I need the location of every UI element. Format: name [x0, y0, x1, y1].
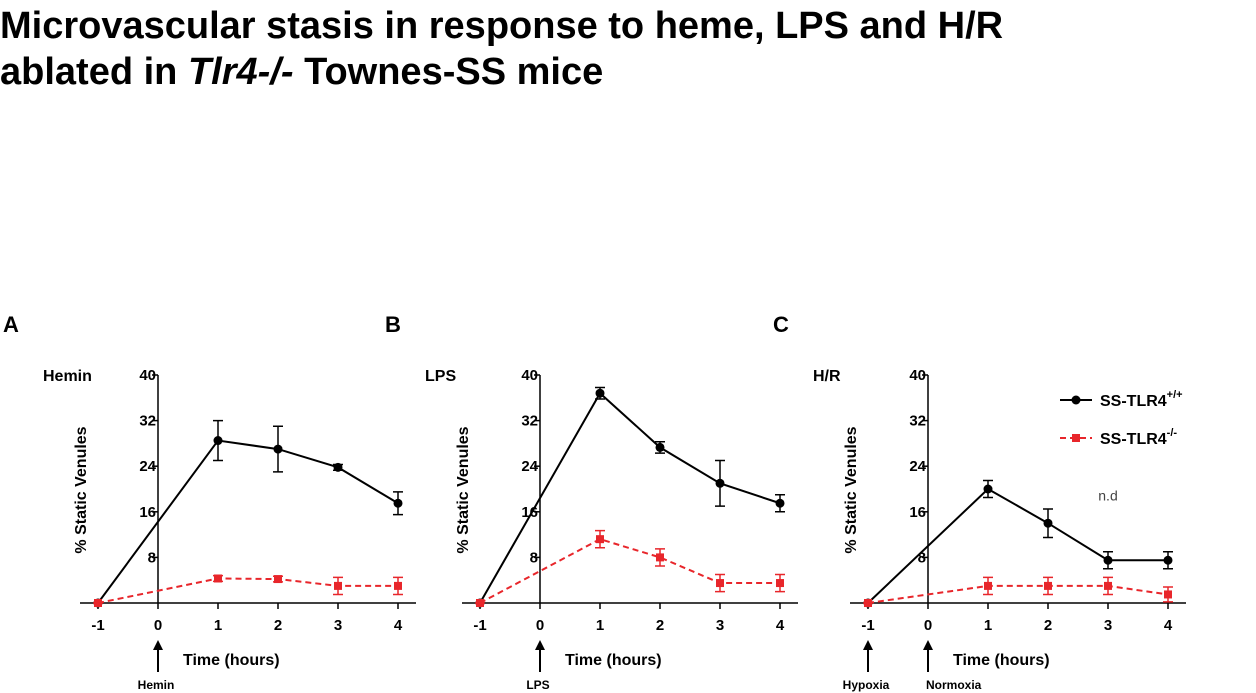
y-axis-label: % Static Venules — [843, 426, 860, 553]
point — [595, 388, 605, 398]
series-line — [97, 577, 398, 604]
point — [1103, 555, 1113, 565]
series-line — [867, 584, 1169, 604]
y-tick-label: 40 — [139, 367, 156, 384]
x-axis-label: Time (hours) — [565, 652, 662, 669]
arrow-label: Hypoxia — [843, 678, 890, 692]
legend-marker — [1071, 395, 1081, 405]
y-tick-label: 16 — [909, 504, 926, 521]
panel-label: Hemin — [43, 368, 92, 385]
title-part: Townes-SS mice — [304, 51, 603, 93]
x-tick-label: 1 — [984, 617, 992, 634]
arrow-head — [535, 640, 545, 650]
arrow-label: Hemin — [138, 678, 175, 692]
y-axis-label: % Static Venules — [73, 426, 90, 553]
y-tick-label: 24 — [521, 458, 538, 475]
point — [776, 579, 784, 588]
arrow-head — [153, 640, 163, 650]
title-part: ablated in — [0, 51, 177, 93]
legend-name: SS-TLR4 — [1100, 431, 1167, 448]
y-axis-label: % Static Venules — [455, 426, 472, 553]
point — [984, 581, 992, 590]
title-part: Tlr4-/- — [188, 51, 294, 93]
point — [393, 498, 403, 508]
legend-sup: +/+ — [1167, 389, 1183, 401]
point — [213, 436, 223, 446]
point — [656, 553, 664, 562]
series-line — [479, 538, 780, 604]
y-tick-label: 8 — [148, 549, 156, 566]
y-tick-label: 32 — [521, 413, 538, 430]
title-line: ablated in Tlr4-/- Townes-SS mice — [0, 51, 603, 93]
point — [1163, 555, 1173, 565]
x-axis-label: Time (hours) — [953, 652, 1050, 669]
point — [983, 484, 993, 494]
y-tick-label: 8 — [918, 549, 926, 566]
title-line: Microvascular stasis in response to heme… — [0, 5, 1003, 47]
x-tick-label: 2 — [656, 617, 664, 634]
x-tick-label: 4 — [776, 617, 785, 634]
point — [1044, 581, 1052, 590]
point — [274, 575, 282, 584]
point — [716, 579, 724, 588]
arrow-head — [863, 640, 873, 650]
point — [273, 444, 283, 454]
x-axis-label: Time (hours) — [183, 652, 280, 669]
panel-letter: C — [773, 312, 789, 337]
point — [1104, 581, 1112, 590]
x-tick-label: 1 — [214, 617, 222, 634]
y-tick-label: 32 — [139, 413, 156, 430]
annotation: n.d — [1098, 487, 1117, 503]
x-tick-label: 4 — [1164, 617, 1173, 634]
legend-label: SS-TLR4-/- — [1100, 427, 1177, 448]
legend-name: SS-TLR4 — [1100, 393, 1167, 410]
point — [333, 462, 343, 472]
arrow-label: Normoxia — [926, 678, 982, 692]
x-tick-label: -1 — [861, 617, 874, 634]
point — [476, 599, 484, 607]
x-tick-label: 3 — [334, 617, 342, 634]
panel-letter: B — [385, 312, 401, 337]
x-tick-label: 3 — [716, 617, 724, 634]
x-tick-label: -1 — [91, 617, 104, 634]
point — [334, 581, 342, 590]
point — [1164, 590, 1172, 599]
panel-letter: A — [3, 312, 19, 337]
y-tick-label: 16 — [139, 504, 156, 521]
x-tick-label: 0 — [924, 617, 932, 634]
point — [214, 574, 222, 583]
legend-marker — [1072, 434, 1080, 442]
point — [775, 498, 785, 508]
legend-sup: -/- — [1167, 427, 1178, 439]
point — [655, 442, 665, 452]
panel-label: LPS — [425, 368, 456, 385]
x-tick-label: 2 — [1044, 617, 1052, 634]
x-tick-label: 0 — [536, 617, 544, 634]
legend-label: SS-TLR4+/+ — [1100, 389, 1183, 410]
x-tick-label: 2 — [274, 617, 282, 634]
y-tick-label: 8 — [530, 549, 538, 566]
point — [94, 599, 102, 607]
x-tick-label: 3 — [1104, 617, 1112, 634]
point — [596, 535, 604, 544]
point — [394, 581, 402, 590]
x-tick-label: 0 — [154, 617, 162, 634]
arrow-head — [923, 640, 933, 650]
panel-label: H/R — [813, 368, 841, 385]
x-tick-label: 1 — [596, 617, 604, 634]
x-tick-label: -1 — [473, 617, 486, 634]
point — [1043, 518, 1053, 528]
y-tick-label: 40 — [909, 367, 926, 384]
y-tick-label: 40 — [521, 367, 538, 384]
x-tick-label: 4 — [394, 617, 403, 634]
y-tick-label: 32 — [909, 413, 926, 430]
y-tick-label: 24 — [909, 458, 926, 475]
point — [715, 478, 725, 488]
point — [864, 599, 872, 607]
y-tick-label: 24 — [139, 458, 156, 475]
arrow-label: LPS — [526, 678, 549, 692]
